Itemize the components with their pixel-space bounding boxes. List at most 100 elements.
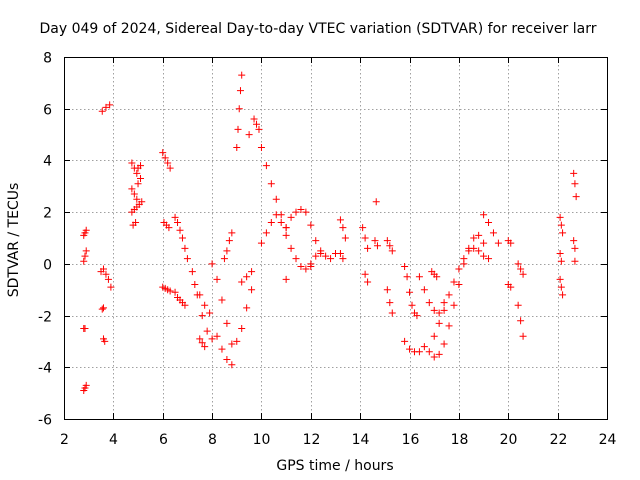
data-point (322, 252, 330, 260)
data-point (188, 268, 196, 276)
series-sat-ak (336, 216, 349, 242)
series-sat-c (80, 325, 89, 332)
data-point (80, 257, 88, 265)
grid-lines (64, 57, 607, 419)
data-point (292, 255, 300, 263)
data-point (183, 255, 191, 263)
data-point (223, 319, 231, 327)
data-point (161, 154, 169, 162)
data-point (388, 309, 396, 317)
data-point (401, 337, 409, 345)
series-sat-a (80, 226, 90, 239)
data-point (107, 283, 115, 291)
data-point (470, 244, 478, 252)
data-point (430, 306, 438, 314)
data-point (181, 244, 189, 252)
data-point (81, 325, 89, 332)
data-point (435, 309, 443, 317)
data-point (98, 107, 106, 115)
series-sat-r (171, 213, 189, 252)
data-point (171, 213, 179, 221)
data-point (106, 101, 114, 109)
data-point (307, 260, 315, 268)
data-point (571, 257, 579, 265)
data-point (485, 218, 493, 226)
data-point (557, 257, 565, 265)
data-point (361, 270, 369, 278)
series-sat-d (80, 381, 90, 395)
series-sat-bf (556, 275, 567, 299)
data-point (445, 322, 453, 330)
data-point (82, 381, 90, 389)
data-point (238, 278, 246, 286)
data-point (302, 265, 310, 273)
data-point (302, 208, 310, 216)
series-sat-ay (480, 211, 502, 247)
data-point (255, 125, 263, 133)
data-point (223, 247, 231, 255)
data-point (130, 190, 138, 198)
data-point (297, 262, 305, 270)
data-point (388, 247, 396, 255)
x-tick-label: 4 (109, 432, 118, 448)
data-point (191, 281, 199, 289)
data-point (81, 252, 89, 260)
data-point (430, 332, 438, 340)
plot-frame (64, 57, 608, 420)
data-point (415, 273, 423, 281)
data-point (383, 237, 391, 245)
series-sat-am (359, 224, 372, 252)
data-point (213, 275, 221, 283)
data-point (225, 237, 233, 245)
data-point (166, 287, 174, 295)
x-tick-label: 14 (352, 432, 370, 448)
data-point (450, 301, 458, 309)
y-tick-label: -2 (38, 310, 52, 326)
y-tick-label: 0 (43, 258, 52, 274)
series-sat-z (233, 71, 246, 151)
series-sat-ap (371, 237, 381, 250)
data-point (102, 103, 110, 111)
data-point (198, 312, 206, 320)
data-point (489, 229, 497, 237)
x-axis-label: GPS time / hours (276, 458, 393, 474)
data-point (272, 195, 280, 203)
data-point (559, 229, 567, 237)
data-point (408, 301, 416, 309)
series-sat-s (171, 288, 189, 309)
y-tick-label: 8 (43, 51, 52, 67)
y-tick-label: 2 (43, 206, 52, 222)
chart-title: Day 049 of 2024, Sidereal Day-to-day VTE… (40, 21, 597, 37)
x-tick-label: 18 (451, 432, 469, 448)
data-point (494, 239, 502, 247)
data-point (238, 71, 246, 79)
series-sat-aa (245, 131, 253, 139)
data-point (243, 273, 251, 281)
x-tick-label: 6 (159, 432, 168, 448)
data-point (571, 180, 579, 188)
series-sat-ad (238, 268, 256, 286)
data-point (517, 265, 525, 273)
data-point (383, 286, 391, 294)
data-point (287, 244, 295, 252)
data-point (297, 206, 305, 214)
data-point (572, 193, 580, 201)
series-sat-bh (570, 237, 579, 252)
series-sat-au (415, 273, 448, 317)
x-tick-label: 22 (550, 432, 568, 448)
data-point (440, 306, 448, 314)
data-point (556, 250, 564, 258)
data-point (248, 286, 256, 294)
data-point (201, 301, 209, 309)
data-point (557, 283, 565, 291)
data-point (435, 319, 443, 327)
series-sat-e (98, 101, 114, 115)
series-sat-ba (504, 281, 515, 291)
data-point (475, 231, 483, 239)
data-point (133, 169, 141, 177)
data-point (475, 247, 483, 255)
data-point (101, 337, 109, 345)
series-sat-aq (383, 237, 396, 255)
data-point (128, 159, 136, 167)
series-sat-k (128, 198, 146, 216)
